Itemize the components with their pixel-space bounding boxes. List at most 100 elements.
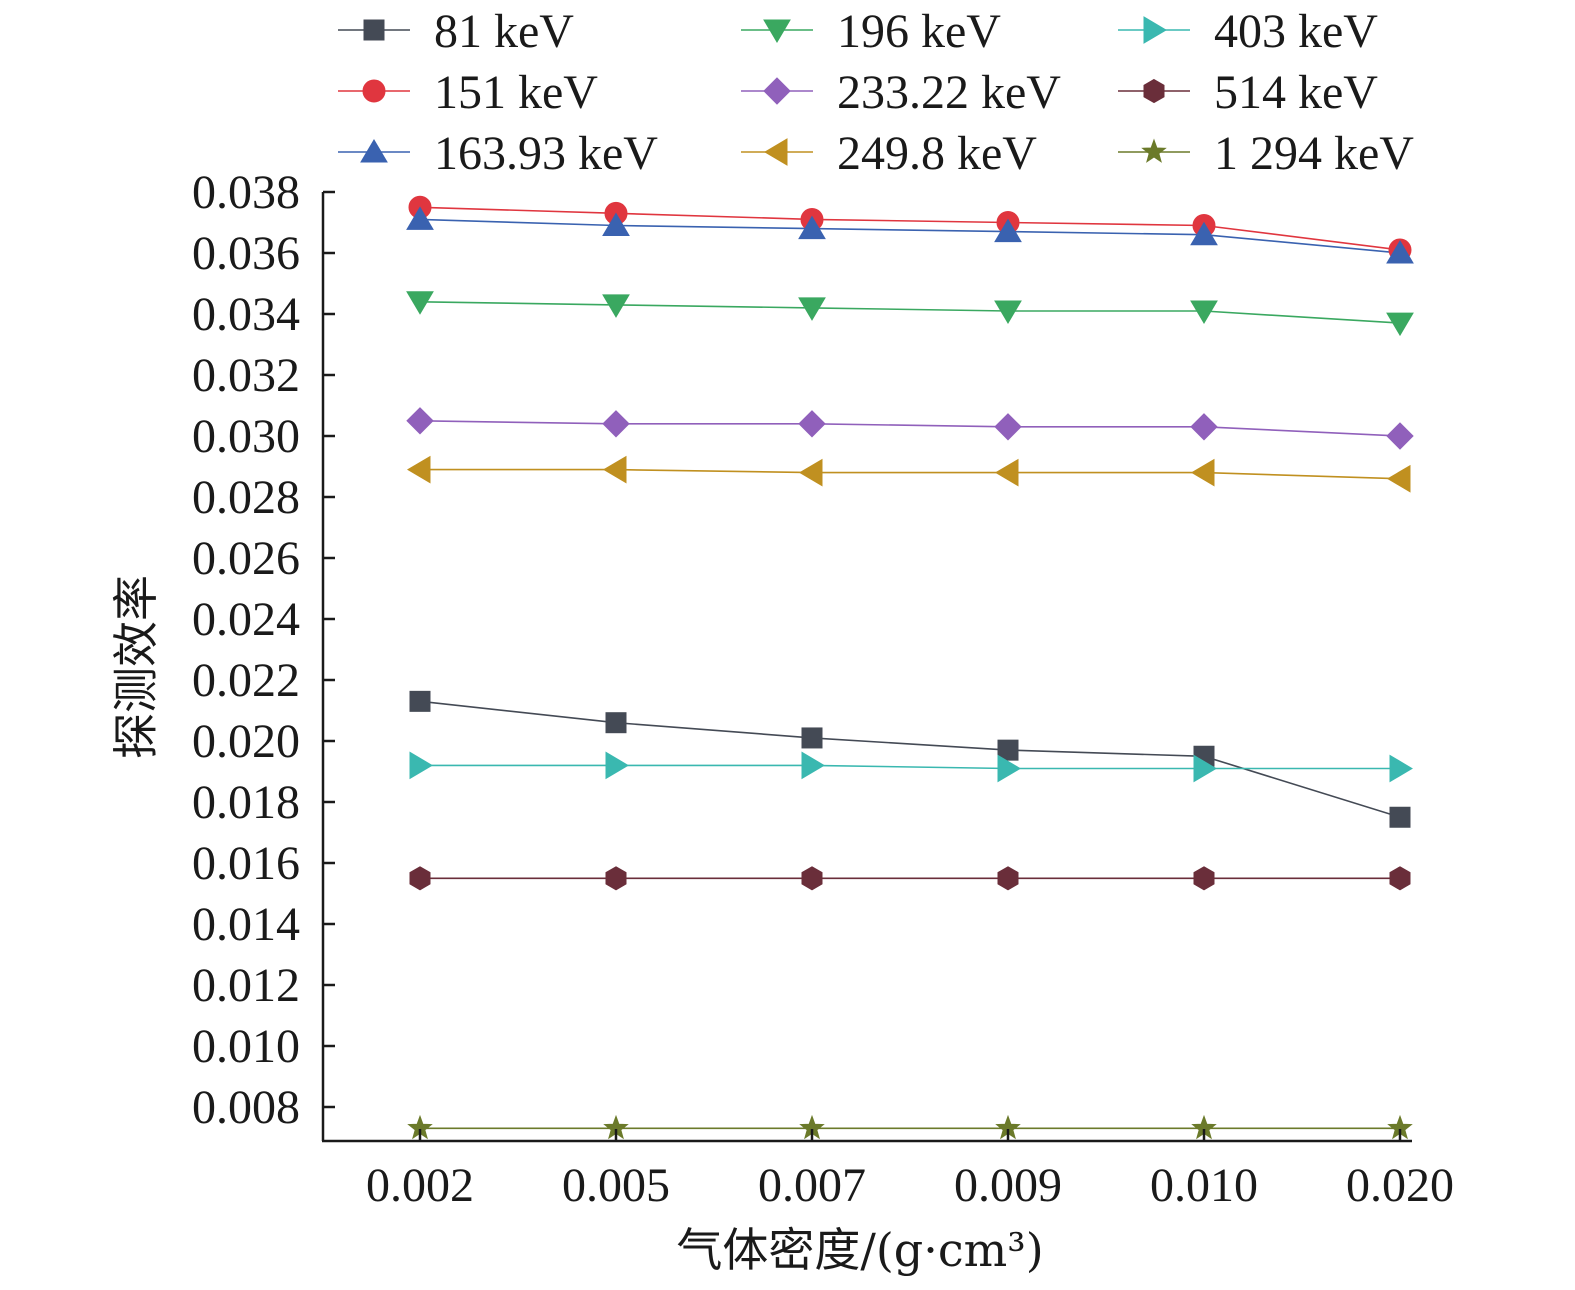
y-tick-label: 0.036 — [192, 227, 300, 280]
legend-item: 151 keV — [338, 66, 598, 119]
data-point — [997, 739, 1019, 761]
data-point — [1190, 221, 1218, 246]
data-point — [994, 218, 1022, 243]
y-tick-label: 0.032 — [192, 349, 300, 402]
legend: 81 keV 151 keV 163.93 keV 196 keV 233.22 keV… — [338, 5, 1414, 180]
data-point — [997, 866, 1019, 891]
series-line — [419, 700, 1401, 818]
y-tick-label: 0.014 — [192, 898, 300, 951]
x-tick-label: 0.009 — [954, 1159, 1062, 1212]
legend-marker — [363, 19, 385, 41]
y-tick-label: 0.038 — [192, 166, 300, 219]
legend-marker — [1143, 78, 1165, 104]
y-tick-label: 0.034 — [192, 288, 300, 341]
data-point — [798, 297, 826, 321]
data-point — [409, 751, 433, 780]
legend-label: 1 294 keV — [1214, 127, 1414, 180]
data-point — [799, 458, 823, 487]
plot-lines — [419, 206, 1401, 1130]
data-point — [1386, 312, 1414, 337]
data-point — [997, 754, 1021, 783]
data-point — [801, 727, 823, 749]
y-tick-label: 0.016 — [192, 837, 300, 890]
legend-item: 1 294 keV — [1118, 127, 1414, 180]
data-point — [1193, 866, 1215, 891]
legend-label: 514 keV — [1214, 66, 1378, 119]
y-tick-label: 0.024 — [192, 593, 300, 646]
data-point — [409, 690, 431, 712]
data-point — [406, 206, 434, 230]
data-point — [406, 291, 434, 315]
legend-label: 163.93 keV — [434, 127, 658, 180]
legend-item: 514 keV — [1118, 66, 1378, 119]
legend-label: 81 keV — [434, 5, 574, 58]
data-point — [407, 455, 431, 484]
series-line — [419, 218, 1401, 254]
data-point — [1389, 806, 1411, 828]
data-point — [1193, 754, 1217, 783]
legend-item: 196 keV — [741, 5, 1001, 58]
series-line — [419, 301, 1401, 324]
y-tick-label: 0.022 — [192, 654, 300, 707]
data-point — [801, 866, 823, 891]
legend-label: 233.22 keV — [837, 66, 1061, 119]
plot-markers — [406, 195, 1414, 1140]
legend-marker — [1143, 16, 1167, 44]
y-tick-label: 0.018 — [192, 776, 300, 829]
data-point — [1386, 422, 1414, 450]
legend-marker — [764, 138, 788, 166]
legend-item: 163.93 keV — [338, 127, 658, 180]
data-point — [1190, 413, 1218, 441]
y-tick-label: 0.030 — [192, 410, 300, 463]
data-point — [1191, 458, 1215, 487]
data-point — [605, 751, 629, 780]
x-axis-ticks: 0.002 0.005 0.007 0.009 0.010 0.020 — [366, 1129, 1454, 1212]
data-point — [602, 294, 630, 318]
y-axis-title: 探测效率 — [109, 575, 163, 759]
legend-label: 249.8 keV — [837, 127, 1037, 180]
data-point — [994, 300, 1022, 324]
data-point — [409, 866, 431, 891]
legend-item: 81 keV — [338, 5, 574, 58]
data-point — [798, 215, 826, 240]
data-point — [1387, 464, 1411, 493]
data-point — [801, 751, 825, 780]
legend-label: 151 keV — [434, 66, 598, 119]
data-point — [406, 407, 434, 435]
legend-marker — [763, 19, 791, 43]
legend-item: 249.8 keV — [741, 127, 1037, 180]
x-tick-label: 0.002 — [366, 1159, 474, 1212]
x-tick-label: 0.005 — [562, 1159, 670, 1212]
legend-marker — [763, 77, 791, 105]
data-point — [605, 712, 627, 734]
data-point — [994, 413, 1022, 441]
legend-label: 196 keV — [837, 5, 1001, 58]
y-axis-ticks: 0.038 0.036 0.034 0.032 0.030 0.028 0.026 0.024… — [192, 166, 335, 1134]
data-point — [798, 410, 826, 438]
legend-item: 233.22 keV — [741, 66, 1061, 119]
legend-label: 403 keV — [1214, 5, 1378, 58]
legend-marker — [362, 79, 386, 103]
y-tick-label: 0.028 — [192, 471, 300, 524]
x-tick-label: 0.007 — [758, 1159, 866, 1212]
legend-item: 403 keV — [1118, 5, 1378, 58]
data-point — [995, 458, 1019, 487]
data-point — [602, 410, 630, 438]
legend-marker — [1141, 138, 1167, 163]
y-tick-label: 0.026 — [192, 532, 300, 585]
series-line — [420, 764, 1400, 770]
series-line — [419, 420, 1401, 437]
series-line — [419, 206, 1401, 251]
data-point — [1389, 754, 1413, 783]
data-point — [603, 455, 627, 484]
data-point — [1386, 240, 1414, 264]
y-tick-label: 0.020 — [192, 715, 300, 768]
x-tick-label: 0.010 — [1150, 1159, 1258, 1212]
legend-marker — [360, 139, 388, 163]
data-point — [1389, 866, 1411, 891]
data-point — [602, 212, 630, 236]
data-point — [605, 866, 627, 891]
y-tick-label: 0.010 — [192, 1020, 300, 1073]
x-tick-label: 0.020 — [1346, 1159, 1454, 1212]
